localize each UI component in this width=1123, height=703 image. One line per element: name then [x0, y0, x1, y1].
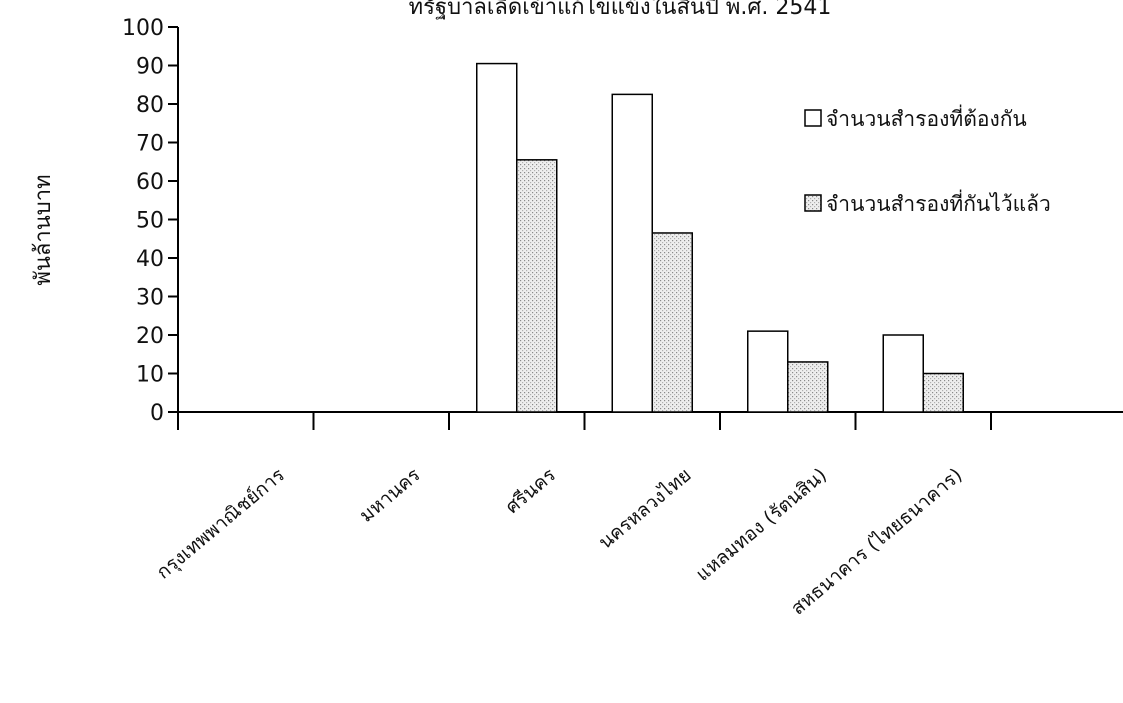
- y-tick-label: 20: [136, 324, 164, 349]
- bar-reserve-set-aside: [922, 372, 964, 413]
- bar-required-reserve: [747, 330, 789, 413]
- y-tick-label: 30: [136, 286, 164, 311]
- category-label: มหานคร: [355, 464, 424, 527]
- y-tick-label: 70: [136, 132, 164, 157]
- bar-required-reserve: [882, 334, 924, 413]
- y-tick-label: 40: [136, 247, 164, 272]
- bar-required-reserve: [476, 62, 518, 413]
- legend-swatch: [804, 109, 822, 127]
- category-label: ศรีนคร: [501, 464, 560, 518]
- bar-reserve-set-aside: [787, 361, 829, 413]
- category-label: กรุงเทพพาณิชย์การ: [152, 464, 289, 584]
- chart-title: ทรัฐบาลเลิดเข้าแก้ไขแข็งในสิ้นปี พ.ศ. 25…: [409, 0, 832, 20]
- bar-reserve-set-aside: [651, 232, 693, 413]
- y-tick-label: 90: [136, 55, 164, 80]
- category-label: แหลมทอง (รัตนสิน): [692, 464, 831, 586]
- y-tick-label: 60: [136, 170, 164, 195]
- y-tick-label: 10: [136, 363, 164, 388]
- legend-label: จำนวนสำรองที่กันไว้แล้ว: [826, 189, 1051, 216]
- category-label: นครหลวงไทย: [595, 464, 696, 554]
- bar-reserve-set-aside: [516, 159, 558, 413]
- y-tick-label: 100: [122, 16, 164, 41]
- legend: จำนวนสำรองที่ต้องกันจำนวนสำรองที่กันไว้แ…: [804, 104, 1051, 216]
- bar-required-reserve: [611, 93, 653, 413]
- y-tick-label: 50: [136, 209, 164, 234]
- legend-swatch: [804, 194, 822, 212]
- y-axis-title: พันล้านบาท: [31, 174, 56, 285]
- y-tick-label: 0: [150, 401, 164, 426]
- y-tick-label: 80: [136, 93, 164, 118]
- legend-label: จำนวนสำรองที่ต้องกัน: [826, 104, 1027, 131]
